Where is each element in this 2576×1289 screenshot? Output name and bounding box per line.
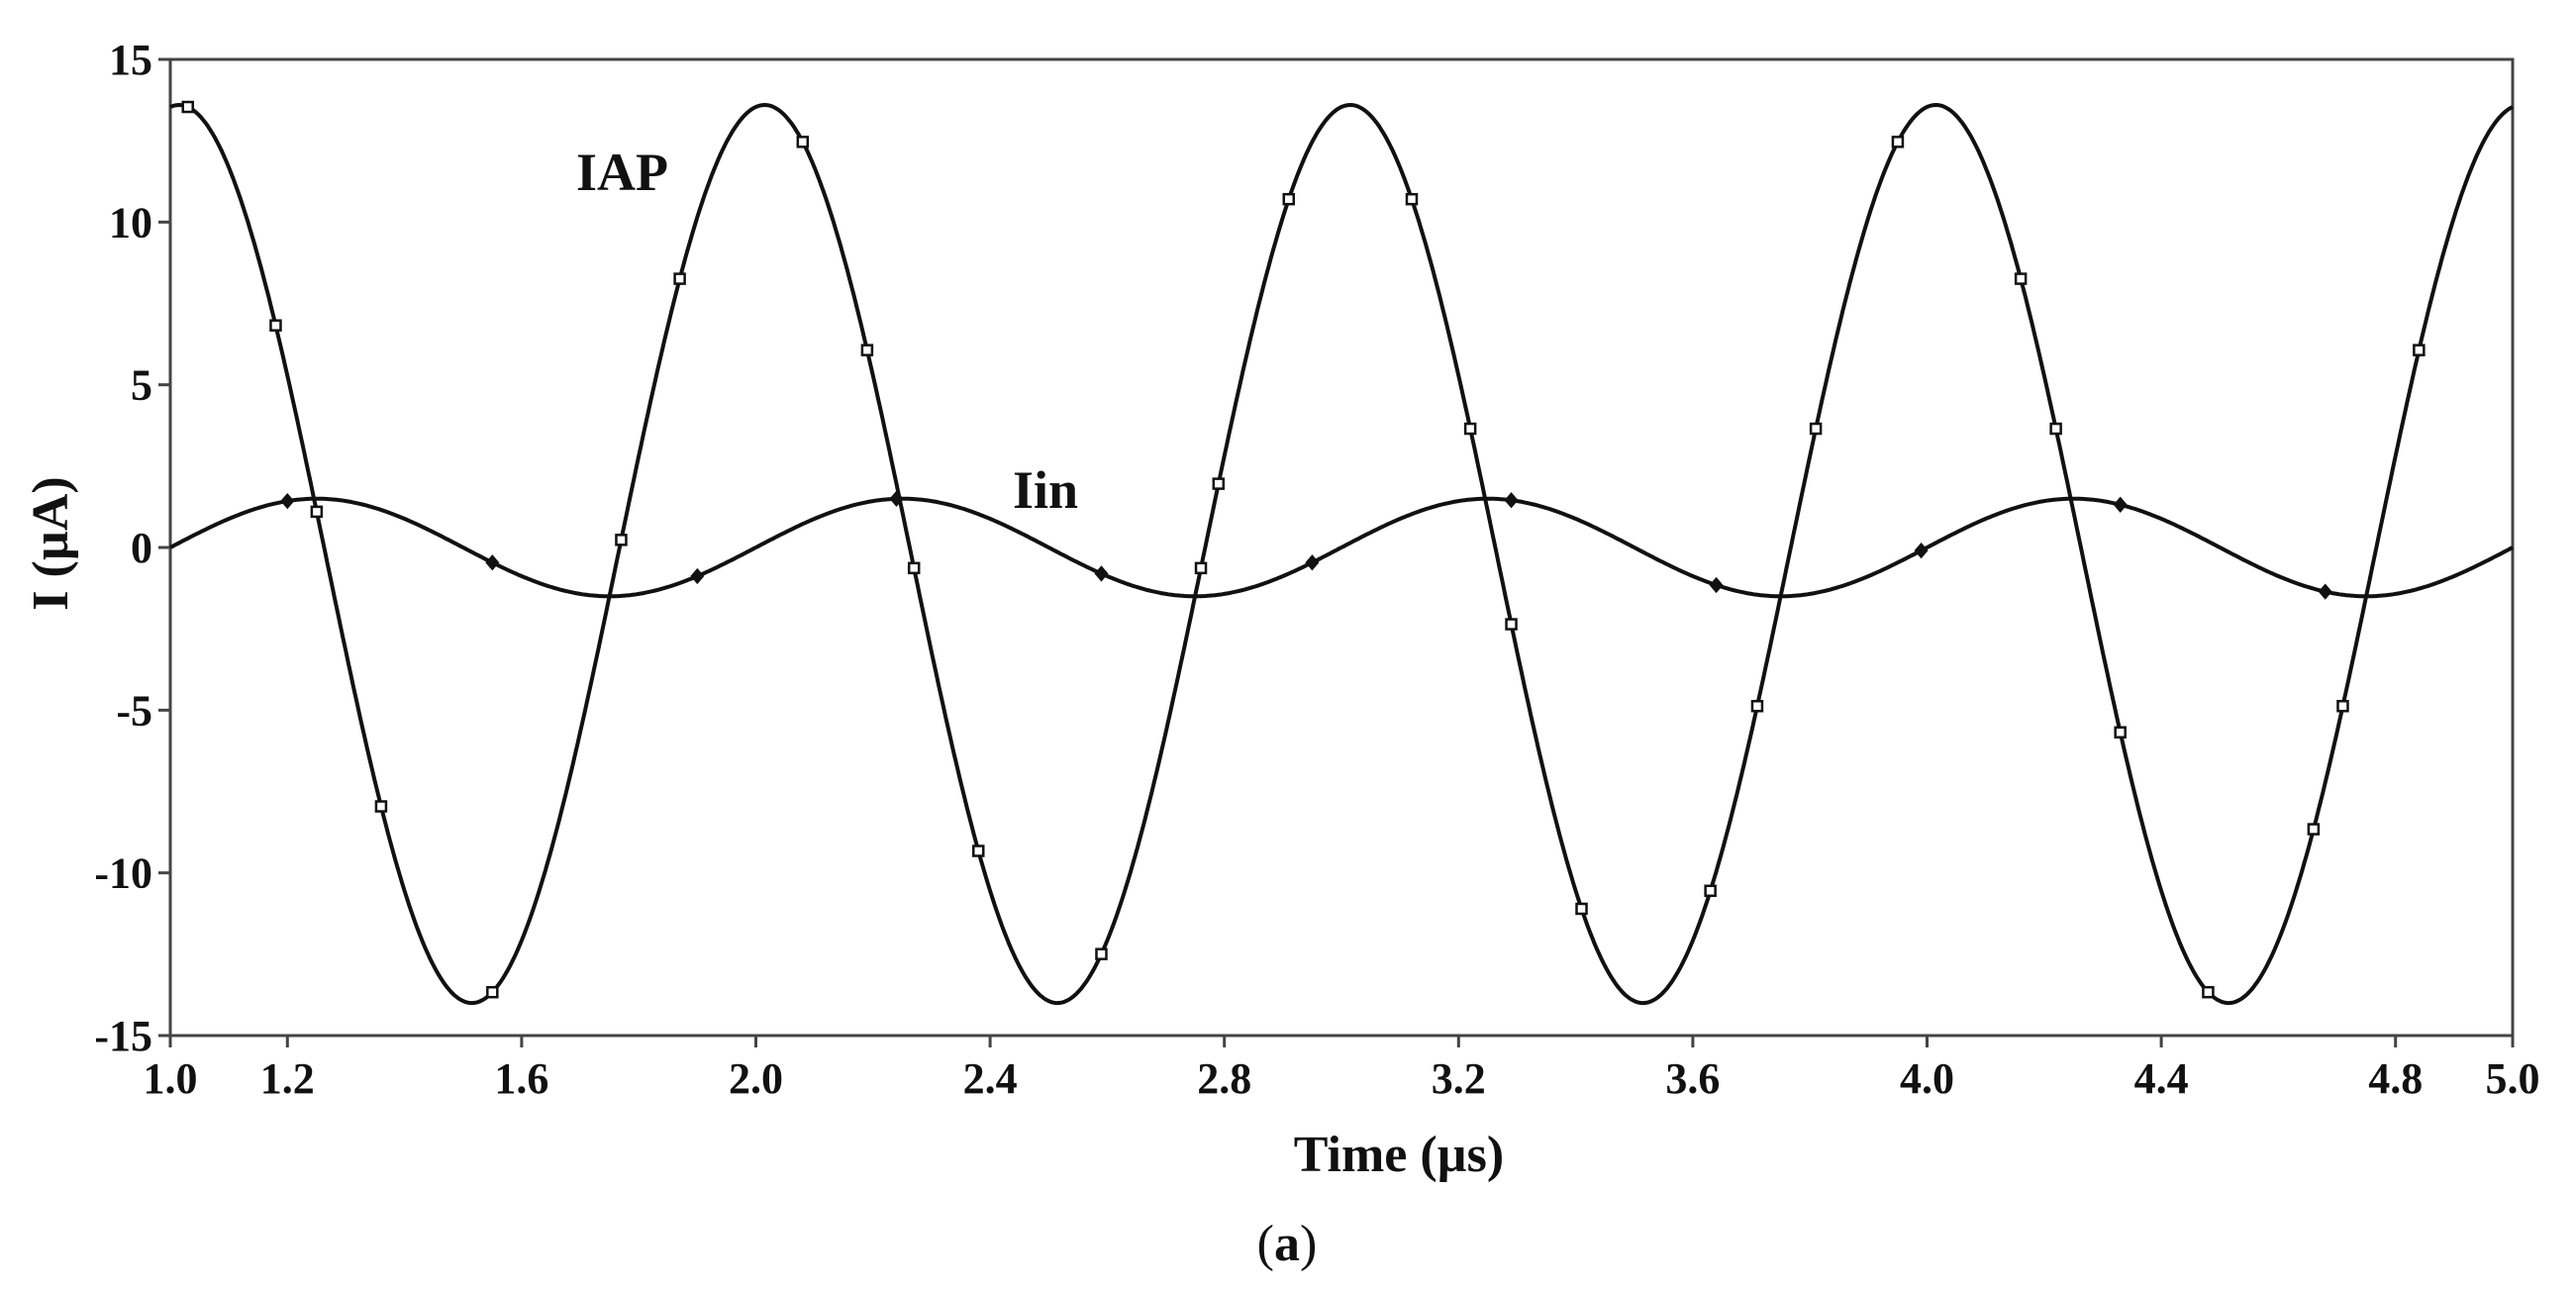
data-point-iin <box>1709 576 1724 594</box>
data-point-iap <box>2014 272 2028 285</box>
data-point-iap <box>1575 902 1588 916</box>
x-tick-label: 3.2 <box>1432 1054 1486 1103</box>
data-point-iap <box>1194 561 1208 575</box>
caption-letter: a <box>1274 1216 1300 1272</box>
data-point-iap <box>310 505 324 519</box>
series-label-iap: IAP <box>576 143 668 202</box>
series-line-iin <box>169 496 2514 599</box>
data-point-iap <box>860 344 874 356</box>
data-point-iap <box>2049 422 2062 436</box>
series-label-iin: Iin <box>1013 460 1078 520</box>
series-lines <box>169 102 2514 1006</box>
data-point-iap <box>2114 726 2127 739</box>
data-point-iap <box>374 800 388 813</box>
data-point-iap <box>1405 192 1419 206</box>
data-point-iin <box>485 554 500 571</box>
data-point-iap <box>2413 344 2426 356</box>
data-point-iap <box>673 272 686 285</box>
data-point-iap <box>1750 699 1764 713</box>
x-tick-label: 5.0 <box>2486 1054 2540 1103</box>
series-markers <box>181 100 2426 999</box>
data-point-iap <box>1095 947 1108 960</box>
data-point-iap <box>2202 985 2215 999</box>
y-tick-label: -10 <box>94 849 152 898</box>
data-point-iap <box>615 534 628 546</box>
y-tick-label: 10 <box>109 198 152 247</box>
data-point-iin <box>2318 583 2332 600</box>
data-point-iin <box>1094 565 1109 582</box>
data-point-iap <box>181 100 194 114</box>
data-point-iap <box>1212 477 1226 490</box>
x-tick-label: 1.0 <box>144 1054 198 1103</box>
x-tick-label: 4.4 <box>2134 1054 2189 1103</box>
y-tick-label: 5 <box>131 361 152 410</box>
data-point-iap <box>269 319 282 332</box>
x-tick-label: 2.4 <box>963 1054 1018 1103</box>
data-point-iap <box>1505 618 1518 631</box>
data-point-iap <box>972 844 985 857</box>
series-line-iap <box>169 102 2514 1006</box>
data-point-iin <box>1914 542 1929 559</box>
data-point-iap <box>1463 422 1477 436</box>
x-tick-label: 4.8 <box>2368 1054 2423 1103</box>
data-point-iap <box>796 136 810 149</box>
y-tick-label: -15 <box>94 1012 152 1060</box>
data-point-iap <box>2307 823 2321 836</box>
data-point-iin <box>280 492 295 510</box>
x-tick-label: 2.8 <box>1197 1054 1251 1103</box>
data-point-iap <box>1891 136 1905 149</box>
data-point-iap <box>907 561 921 575</box>
data-point-iap <box>1704 884 1717 898</box>
x-axis-ticks: 1.0 1.2 1.6 2.0 2.4 2.8 3.2 3.6 4.0 4.4 4.8 5.0 <box>144 1036 2540 1103</box>
x-tick-label: 2.0 <box>729 1054 783 1103</box>
data-point-iap <box>2336 699 2349 713</box>
y-axis-title: I (µA) <box>23 476 79 610</box>
y-axis-ticks: 15 10 5 0 -5 -10 -15 <box>94 36 170 1060</box>
data-point-iin <box>2113 496 2128 513</box>
y-tick-label: 15 <box>109 36 152 84</box>
data-point-iin <box>889 490 904 507</box>
data-point-iap <box>1809 422 1823 436</box>
y-tick-label: 0 <box>131 524 152 572</box>
figure-caption: (a) <box>1257 1216 1318 1272</box>
x-tick-label: 4.0 <box>1900 1054 1954 1103</box>
data-point-iin <box>1504 492 1519 509</box>
data-point-iap <box>1282 192 1296 206</box>
x-tick-label: 3.6 <box>1665 1054 1720 1103</box>
x-axis-title: Time (µs) <box>1294 1127 1504 1183</box>
x-tick-label: 1.6 <box>494 1054 548 1103</box>
data-point-iin <box>1305 554 1320 571</box>
y-tick-label: -5 <box>116 686 152 735</box>
data-point-iin <box>690 567 705 585</box>
data-point-iap <box>486 985 499 999</box>
x-tick-label: 1.2 <box>260 1054 315 1103</box>
